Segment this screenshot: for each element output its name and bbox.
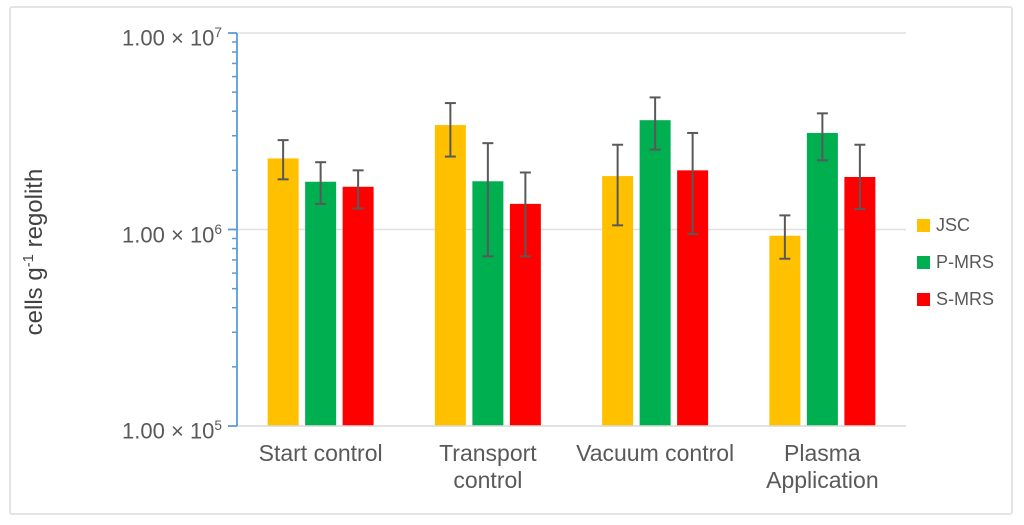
y-axis-title-superscript: -1 [21, 254, 37, 268]
legend-swatch-jsc [917, 218, 930, 232]
y-axis-tick-label: 1.00 × 106 [40, 215, 222, 247]
y-tick-base: 1.00 × 10 [122, 418, 215, 444]
x-axis-label-line: Start control [258, 440, 383, 466]
legend-label: S-MRS [936, 288, 994, 309]
legend-item-jsc: JSC [917, 215, 970, 235]
bar-jsc-4 [769, 235, 801, 426]
bar-s-mrs-1 [342, 186, 374, 426]
y-tick-exponent: 5 [214, 418, 222, 433]
figure-border [9, 6, 1013, 515]
y-tick-base: 1.00 × 10 [122, 221, 215, 247]
legend-label: JSC [936, 214, 971, 235]
x-axis-label-vacuum-control: Vacuum control [576, 440, 734, 467]
y-tick-exponent: 6 [214, 221, 222, 237]
y-tick-base: 1.00 × 10 [122, 25, 215, 51]
bar-jsc-2 [434, 125, 466, 426]
x-axis-label-start-control: Start control [259, 440, 383, 467]
bar-p-mrs-4 [806, 132, 838, 426]
x-axis-label-line: Application [766, 467, 879, 493]
x-axis-label-line: Transport [439, 440, 537, 466]
bar-s-mrs-4 [844, 177, 876, 426]
legend-swatch-p-mrs [917, 255, 930, 269]
y-axis-title-text: cells g [21, 267, 48, 336]
legend-item-p-mrs: P-MRS [917, 252, 994, 272]
legend-item-s-mrs: S-MRS [917, 289, 994, 309]
x-axis-label-line: Plasma [784, 440, 861, 466]
legend-swatch-s-mrs [917, 292, 930, 306]
x-axis-label-plasma-application: Plasma Application [766, 440, 879, 494]
y-tick-exponent: 7 [214, 25, 222, 40]
bar-p-mrs-1 [305, 181, 337, 426]
y-axis-title: cells g-1 regolith [21, 132, 55, 372]
y-axis-tick-label: 1.00 × 105 [40, 411, 222, 444]
x-axis-label-transport-control: Transport control [439, 440, 537, 494]
y-axis-tick-label: 1.00 × 107 [40, 18, 222, 51]
bar-p-mrs-3 [639, 120, 671, 427]
x-axis-label-line: control [453, 467, 523, 493]
x-axis-label-line: Vacuum control [576, 440, 735, 466]
bar-jsc-1 [267, 158, 299, 427]
legend-label: P-MRS [936, 251, 994, 272]
